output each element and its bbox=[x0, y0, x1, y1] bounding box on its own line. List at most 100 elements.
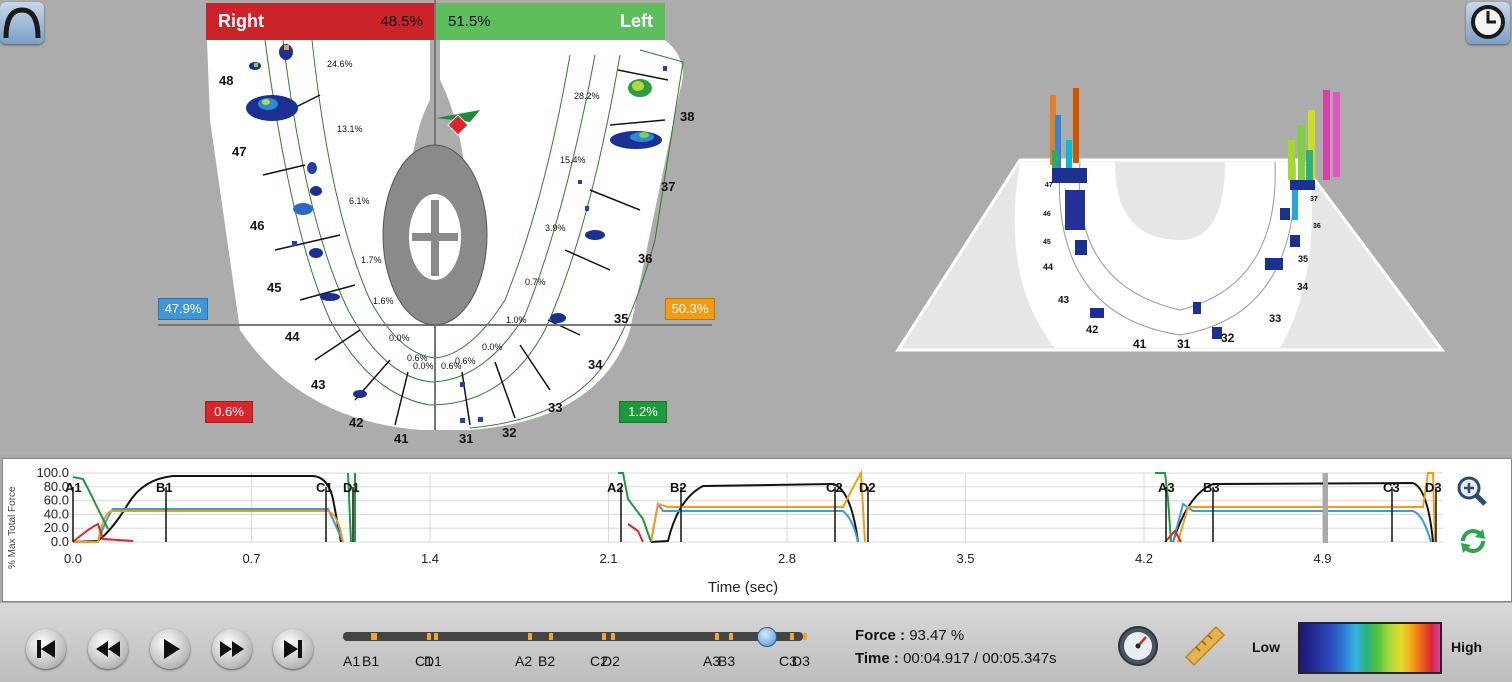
label-3d-44: 44 bbox=[1043, 262, 1053, 272]
timeline-event-label: A3 bbox=[703, 653, 721, 669]
event-marker-label: C2 bbox=[826, 480, 843, 495]
event-marker-label: B3 bbox=[1203, 480, 1220, 495]
graph-cursor[interactable] bbox=[1323, 473, 1328, 543]
tooth-pct-38: 28.2% bbox=[574, 91, 600, 101]
y-tick-label: 0.0 bbox=[51, 534, 69, 549]
fast-forward-icon bbox=[220, 641, 244, 657]
play-button[interactable] bbox=[150, 629, 190, 669]
left-percent: 51.5% bbox=[448, 13, 491, 30]
fast-forward-button[interactable] bbox=[212, 629, 252, 669]
tooth-pct-33: 0.0% bbox=[482, 342, 503, 352]
timeline-event-label: C1 bbox=[415, 653, 433, 669]
x-tick-label: 2.1 bbox=[599, 551, 617, 566]
timeline-event-label: C2 bbox=[590, 653, 608, 669]
gauge-icon bbox=[1118, 626, 1158, 666]
tooth-pct-34: 1.0% bbox=[506, 315, 527, 325]
tooth-43: 43 bbox=[311, 377, 325, 392]
tooth-32: 32 bbox=[502, 425, 516, 440]
event-marker-label: A1 bbox=[65, 480, 82, 495]
zoom-button[interactable] bbox=[1455, 474, 1489, 508]
playback-bar: A1 B1 C1 D1 A2 B2 C2 D2 A3 B3 C3 D3 Force : 93.47 %… bbox=[0, 603, 1512, 682]
y-tick-label: 60.0 bbox=[44, 493, 69, 508]
tooth-pct-31: 0.6% bbox=[441, 361, 462, 371]
tooth-35: 35 bbox=[614, 311, 628, 326]
tooth-36: 36 bbox=[638, 251, 652, 266]
timeline-event-label: B2 bbox=[538, 653, 556, 669]
event-marker-label: B2 bbox=[670, 480, 687, 495]
tooth-pct-41: 0.0% bbox=[413, 361, 434, 371]
timeline-event-label: B1 bbox=[362, 653, 380, 669]
force-time-graph[interactable]: % Max Total Force 100.0 80.0 60.0 40.0 20.0 0… bbox=[2, 458, 1512, 602]
arch-view-button[interactable] bbox=[0, 2, 44, 44]
event-marker-label: C1 bbox=[316, 480, 333, 495]
timeline-event-tick bbox=[549, 633, 553, 640]
label-3d-42: 42 bbox=[1086, 324, 1098, 336]
tooth-pct-32: 0.6% bbox=[455, 356, 476, 366]
history-button[interactable] bbox=[1466, 2, 1510, 44]
label-3d-34: 34 bbox=[1297, 282, 1309, 293]
right-label: Right bbox=[218, 11, 264, 31]
timeline-event-label: B3 bbox=[718, 653, 736, 669]
tooth-pct-35: 0.7% bbox=[525, 277, 546, 287]
time-readout: Time : 00:04.917 / 00:05.347s bbox=[855, 650, 1057, 667]
tooth-42: 42 bbox=[349, 415, 363, 430]
timeline-scrubber[interactable] bbox=[757, 627, 778, 647]
timeline-event-tick bbox=[729, 633, 733, 640]
clock-icon bbox=[1471, 5, 1505, 39]
tooth-33: 33 bbox=[548, 400, 562, 415]
ruler-button[interactable] bbox=[1182, 623, 1228, 669]
timeline-event-tick bbox=[611, 633, 615, 640]
x-tick-label: 4.9 bbox=[1313, 551, 1331, 566]
y-tick-label: 80.0 bbox=[44, 479, 69, 494]
timeline-event-tick bbox=[715, 633, 719, 640]
label-3d-47: 47 bbox=[1045, 182, 1053, 189]
label-3d-35: 35 bbox=[1298, 254, 1308, 264]
timeline-event-tick bbox=[371, 633, 376, 640]
tooth-46: 46 bbox=[250, 218, 264, 233]
event-marker-label: A2 bbox=[607, 480, 624, 495]
play-icon bbox=[164, 639, 180, 659]
gauge-button[interactable] bbox=[1117, 625, 1159, 667]
label-3d-45: 45 bbox=[1043, 239, 1051, 246]
tooth-pct-46: 6.1% bbox=[349, 196, 370, 206]
tooth-pct-45: 1.7% bbox=[361, 255, 382, 265]
x-tick-label: 0.0 bbox=[64, 551, 82, 566]
label-3d-41: 41 bbox=[1133, 337, 1147, 351]
y-tick-label: 40.0 bbox=[44, 506, 69, 521]
rewind-button[interactable] bbox=[88, 629, 128, 669]
skip-to-start-button[interactable] bbox=[26, 629, 66, 669]
refresh-button[interactable] bbox=[1457, 525, 1489, 557]
timeline-event-label: D1 bbox=[424, 653, 442, 669]
tooth-44: 44 bbox=[285, 329, 300, 344]
tooth-pct-47: 13.1% bbox=[337, 124, 363, 134]
tooth-pct-43: 0.0% bbox=[389, 333, 410, 343]
tooth-pct-42: 0.6% bbox=[407, 353, 428, 363]
timeline-event-tick bbox=[427, 633, 431, 640]
label-3d-43: 43 bbox=[1058, 295, 1070, 306]
label-3d-32: 32 bbox=[1221, 331, 1235, 345]
arch-shape bbox=[207, 40, 683, 430]
tooth-48: 48 bbox=[219, 73, 233, 88]
label-3d-36: 36 bbox=[1313, 223, 1321, 230]
force-readout: Force : 93.47 % bbox=[855, 627, 964, 644]
label-3d-31: 31 bbox=[1177, 337, 1191, 351]
left-side-bar: 51.5% Left bbox=[436, 3, 665, 40]
right-side-bar: Right 48.5% bbox=[206, 3, 435, 40]
tooth-pct-48: 24.6% bbox=[327, 59, 353, 69]
timeline-track[interactable] bbox=[343, 632, 803, 641]
y-tick-label: 100.0 bbox=[36, 465, 69, 480]
skip-to-end-button[interactable] bbox=[273, 629, 313, 669]
legend-high-label: High bbox=[1451, 639, 1483, 655]
event-marker-label: A3 bbox=[1158, 480, 1175, 495]
refresh-icon bbox=[1461, 529, 1485, 553]
force-center-marker bbox=[436, 110, 480, 136]
time-value: 00:04.917 / 00:05.347s bbox=[903, 650, 1057, 667]
y-axis-title: % Max Total Force bbox=[7, 486, 18, 569]
timeline-event-label: D2 bbox=[602, 653, 620, 669]
force-curves bbox=[72, 469, 1436, 543]
timeline-event-label: C3 bbox=[779, 653, 797, 669]
event-marker-label: D2 bbox=[859, 480, 876, 495]
force-label: Force : bbox=[855, 627, 910, 644]
tooth-pct-36: 3.9% bbox=[545, 223, 566, 233]
x-tick-label: 4.2 bbox=[1135, 551, 1153, 566]
